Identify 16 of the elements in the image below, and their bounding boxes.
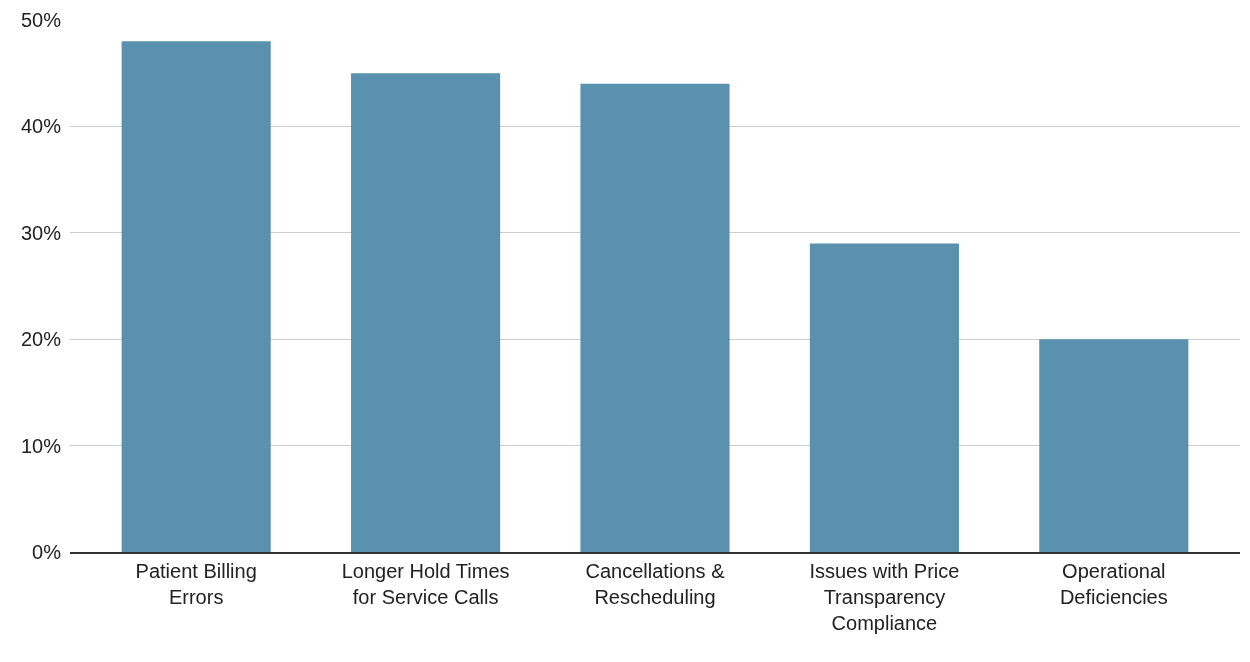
bar bbox=[121, 41, 271, 552]
x-tick-label: Issues with Price Transparency Compliance bbox=[809, 559, 960, 634]
x-tick-label: Patient Billing Errors bbox=[135, 559, 257, 608]
y-tick-label: 40% bbox=[20, 115, 62, 138]
y-tick-label: 20% bbox=[20, 328, 62, 351]
y-tick-label: 30% bbox=[20, 221, 62, 244]
bar bbox=[1039, 339, 1189, 552]
bar bbox=[809, 243, 959, 552]
bar bbox=[351, 73, 501, 552]
x-tick-label: Operational Deficiencies bbox=[1059, 559, 1168, 608]
bar bbox=[580, 83, 730, 552]
x-tick-label: Longer Hold Times for Service Calls bbox=[341, 559, 510, 608]
y-tick-label: 10% bbox=[20, 434, 62, 457]
x-tick-label: Cancellations & Rescheduling bbox=[585, 559, 726, 608]
y-tick-label: 0% bbox=[32, 541, 62, 563]
y-tick-label: 50% bbox=[20, 9, 62, 31]
